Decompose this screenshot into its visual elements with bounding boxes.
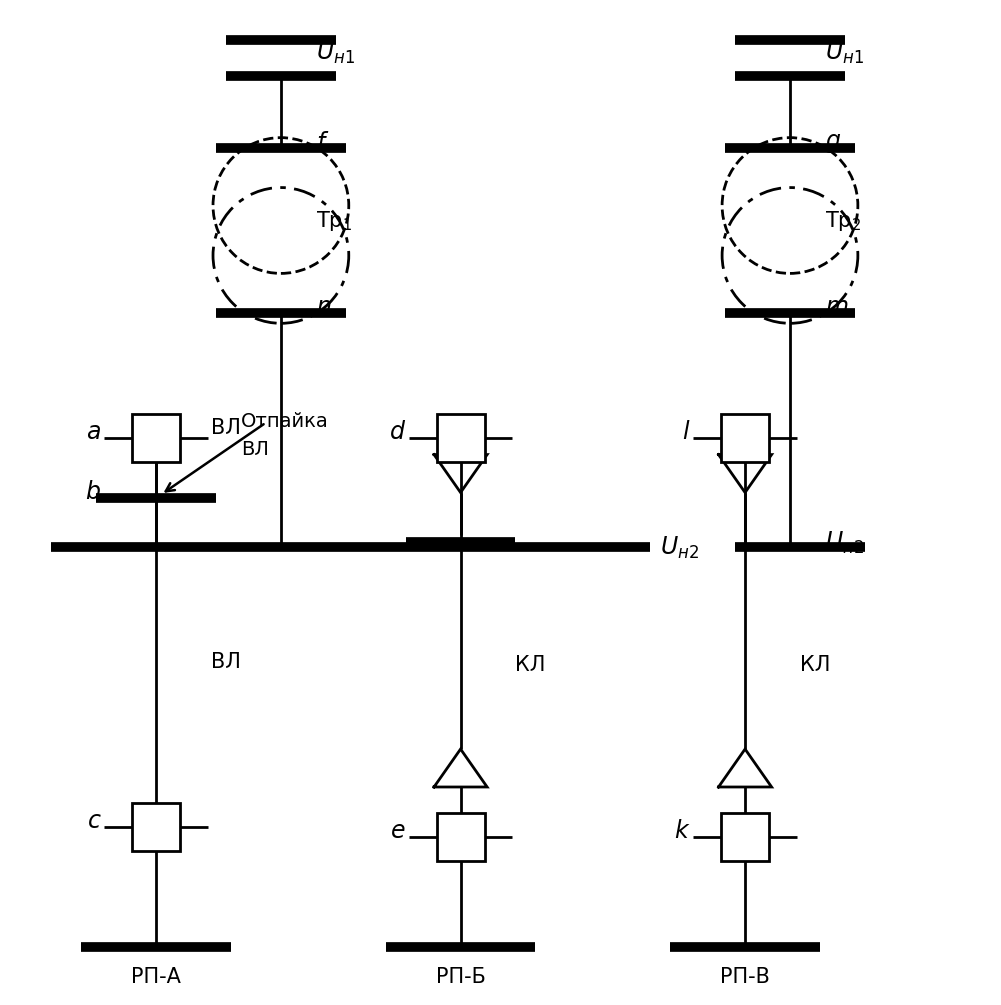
Text: $d$: $d$ (388, 421, 405, 444)
Text: $n$: $n$ (316, 296, 331, 320)
Text: $m$: $m$ (825, 296, 848, 320)
Text: $U_{н2}$: $U_{н2}$ (825, 530, 864, 556)
Text: $U_{н1}$: $U_{н1}$ (316, 40, 354, 66)
Text: $k$: $k$ (674, 820, 690, 843)
Text: $g$: $g$ (825, 132, 841, 155)
Text: $f$: $f$ (316, 132, 329, 155)
Text: Тр$_1$: Тр$_1$ (316, 208, 352, 232)
Text: $l$: $l$ (682, 421, 690, 444)
Text: Тр$_2$: Тр$_2$ (825, 208, 861, 232)
Text: $U_{н1}$: $U_{н1}$ (825, 40, 864, 66)
Bar (132, 414, 180, 461)
Text: $U_{н2}$: $U_{н2}$ (661, 535, 699, 561)
Bar (721, 813, 769, 861)
Text: Отпайка: Отпайка (241, 412, 328, 431)
Bar (436, 813, 484, 861)
Text: $c$: $c$ (86, 810, 101, 833)
Bar (132, 803, 180, 851)
Text: РП-Б: РП-Б (435, 967, 485, 987)
Text: ВЛ: ВЛ (211, 652, 241, 672)
Text: КЛ: КЛ (800, 654, 831, 674)
Text: КЛ: КЛ (516, 654, 546, 674)
Text: ВЛ: ВЛ (211, 418, 241, 437)
Bar (721, 414, 769, 461)
Text: РП-В: РП-В (720, 967, 770, 987)
Text: $e$: $e$ (390, 820, 405, 843)
Text: $b$: $b$ (85, 481, 101, 505)
Text: ВЛ: ВЛ (241, 440, 269, 459)
Text: РП-А: РП-А (131, 967, 181, 987)
Bar (436, 414, 484, 461)
Text: $a$: $a$ (86, 421, 101, 444)
